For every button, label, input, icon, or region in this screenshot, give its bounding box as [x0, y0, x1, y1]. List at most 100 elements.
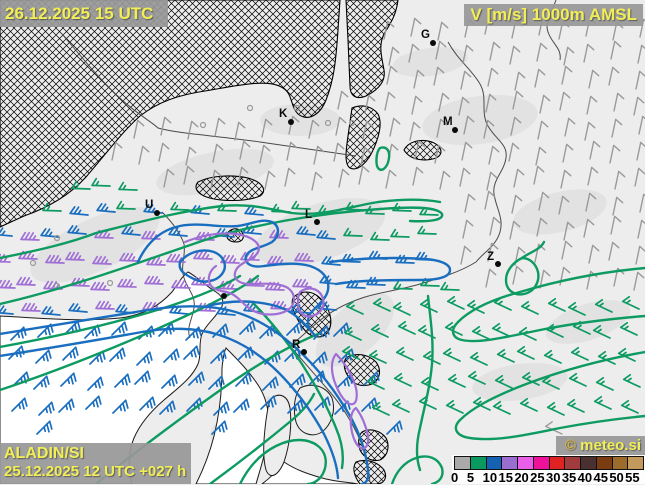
- model-info-box: ALADIN/SI 25.12.2025 12 UTC +027 h: [0, 443, 191, 484]
- wind-barb: [458, 96, 470, 116]
- wind-barb: [212, 143, 224, 163]
- city-dot: [495, 261, 501, 267]
- calm-wind-marker: [199, 121, 207, 129]
- wind-barb: [159, 400, 176, 415]
- wind-barb: [447, 373, 466, 388]
- legend-tick: 5: [466, 470, 475, 485]
- legend-cell: [581, 457, 597, 469]
- wind-barb: [208, 375, 225, 390]
- wind-barb: [393, 280, 413, 290]
- wind-barb: [136, 351, 153, 366]
- wind-barb: [116, 200, 136, 210]
- wind-barb: [163, 168, 175, 188]
- wind-barb: [610, 215, 622, 235]
- wind-barb: [563, 46, 575, 66]
- isotach-contour-blue: [0, 305, 370, 484]
- wind-barb: [370, 323, 389, 338]
- wind-barb: [567, 301, 586, 316]
- wind-barb: [337, 90, 349, 110]
- wind-barb: [335, 116, 347, 136]
- wind-barb: [510, 116, 522, 136]
- wind-barb: [594, 298, 613, 313]
- isotach-contour-green: [0, 198, 442, 260]
- wind-barb: [21, 302, 41, 312]
- legend-tick: 55: [625, 470, 640, 485]
- wind-barb: [408, 43, 420, 63]
- wind-barb: [43, 280, 63, 290]
- legend-tick: 0: [451, 470, 459, 485]
- wind-barb: [537, 120, 549, 140]
- country-border: [161, 211, 195, 339]
- wind-barb: [639, 193, 645, 213]
- city-label: U: [145, 199, 153, 211]
- city-label: G: [421, 29, 430, 41]
- wind-barb: [69, 206, 89, 216]
- calm-wind-marker: [348, 119, 356, 127]
- wind-barb: [438, 92, 450, 112]
- wind-barb: [612, 196, 624, 216]
- terrain-hatch-region: [403, 139, 442, 161]
- wind-barb: [308, 119, 320, 139]
- wind-barb: [171, 279, 191, 289]
- wind-barb: [187, 120, 199, 140]
- wind-barb: [566, 398, 585, 413]
- wind-barb: [158, 142, 170, 162]
- isotach-contour-green: [504, 256, 540, 296]
- wind-barb: [160, 116, 172, 136]
- wind-barb: [512, 265, 524, 285]
- wind-barb: [543, 349, 562, 364]
- wind-barb: [334, 400, 351, 415]
- wind-barb: [338, 348, 355, 363]
- terrain-shading: [472, 362, 568, 402]
- wind-barb: [183, 165, 195, 185]
- wind-barb: [464, 193, 476, 213]
- wind-barb: [239, 140, 251, 160]
- wind-barb: [559, 266, 571, 286]
- wind-barb: [488, 145, 500, 165]
- wind-barb: [496, 348, 515, 363]
- wind-barb: [393, 372, 412, 387]
- legend-cell: [502, 457, 518, 469]
- wind-barb: [65, 251, 85, 261]
- city-dot: [154, 210, 160, 216]
- wind-barb: [309, 370, 326, 385]
- wind-barb: [233, 398, 250, 413]
- isotach-contour-green: [451, 266, 645, 343]
- wind-barb: [514, 71, 526, 91]
- wind-barb: [35, 349, 52, 364]
- terrain-shading: [260, 104, 340, 136]
- wind-barb: [168, 227, 188, 237]
- wind-barb: [587, 166, 599, 186]
- wind-barb: [508, 142, 520, 162]
- model-name-label: ALADIN/SI: [4, 445, 84, 462]
- wind-barb: [216, 306, 236, 316]
- wind-barb: [144, 275, 164, 285]
- isotach-contour-blue: [136, 219, 330, 338]
- wind-barb: [445, 399, 464, 414]
- wind-barb: [84, 324, 101, 339]
- wind-barb: [516, 345, 535, 360]
- wind-barb: [33, 375, 50, 390]
- legend-cell: [455, 457, 471, 469]
- wind-barb: [519, 397, 538, 412]
- isotach-contour-green: [208, 392, 316, 484]
- wind-barb: [463, 115, 475, 135]
- city-dot: [430, 40, 436, 46]
- wind-barb: [520, 300, 539, 315]
- wind-barb: [311, 351, 328, 366]
- wind-barb: [509, 45, 521, 65]
- wind-barb: [637, 219, 645, 239]
- wind-barb: [38, 401, 55, 416]
- terrain-shading: [422, 94, 538, 146]
- wind-barb: [559, 91, 571, 111]
- isotach-contour-blue: [206, 300, 310, 330]
- wind-barb: [536, 217, 548, 237]
- wind-barb: [564, 117, 576, 137]
- wind-barb: [60, 372, 77, 387]
- wind-barb: [611, 118, 623, 138]
- calm-wind-marker: [246, 104, 254, 112]
- wind-barb: [85, 395, 102, 410]
- wind-barb: [370, 231, 390, 241]
- wind-barb: [92, 255, 112, 265]
